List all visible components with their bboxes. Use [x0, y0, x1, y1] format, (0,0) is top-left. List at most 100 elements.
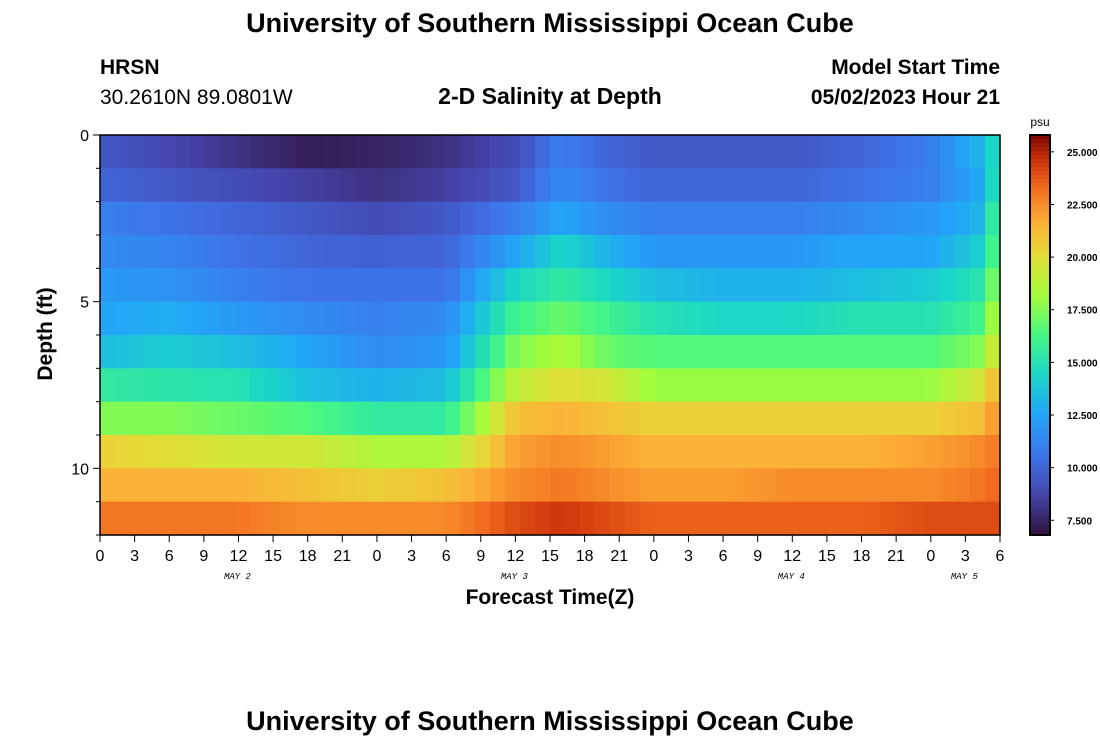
heatmap-cell	[205, 368, 221, 403]
heatmap-cell	[700, 401, 716, 436]
heatmap-cell	[940, 168, 956, 203]
colorbar-swatch	[1030, 407, 1050, 412]
heatmap-cell	[295, 368, 311, 403]
heatmap-cell	[925, 268, 941, 303]
heatmap-cell	[865, 268, 881, 303]
heatmap-cell	[205, 168, 221, 203]
heatmap-cell	[340, 368, 356, 403]
colorbar-swatch	[1030, 203, 1050, 208]
heatmap-cell	[190, 301, 206, 336]
heatmap-cell	[835, 301, 851, 336]
heatmap-cell	[175, 301, 191, 336]
heatmap-cell	[280, 201, 296, 236]
heatmap-cell	[220, 135, 236, 169]
heatmap-cell	[955, 368, 971, 403]
heatmap-cell	[460, 235, 476, 269]
heatmap-cell	[520, 301, 536, 336]
colorbar-swatch	[1030, 395, 1050, 400]
heatmap-cell	[370, 368, 386, 403]
heatmap-cell	[445, 435, 461, 469]
heatmap-cell	[640, 301, 656, 336]
heatmap-cell	[280, 368, 296, 403]
heatmap-cell	[400, 201, 416, 236]
heatmap-cell	[145, 301, 161, 336]
heatmap-cell	[925, 168, 941, 203]
heatmap-cell	[325, 435, 341, 469]
colorbar-swatch	[1030, 135, 1050, 140]
heatmap-cell	[535, 168, 551, 203]
heatmap-cell	[250, 235, 266, 269]
heatmap-cell	[730, 468, 746, 503]
heatmap-cell	[640, 168, 656, 203]
heatmap-cell	[820, 468, 836, 503]
heatmap-cell	[700, 235, 716, 269]
heatmap-cell	[295, 135, 311, 169]
colorbar-tick-label: 22.500	[1067, 200, 1098, 211]
colorbar-swatch	[1030, 167, 1050, 172]
heatmap-cell	[745, 201, 761, 236]
heatmap-cell	[190, 268, 206, 303]
heatmap-cell	[940, 401, 956, 436]
colorbar-swatch	[1030, 423, 1050, 428]
heatmap-cell	[685, 435, 701, 469]
heatmap-cell	[385, 168, 401, 203]
colorbar-swatch	[1030, 383, 1050, 388]
heatmap-cell	[910, 135, 926, 169]
x-tick-label: 6	[719, 548, 728, 565]
heatmap-cell	[850, 435, 866, 469]
heatmap-cell	[970, 335, 986, 369]
heatmap-cell	[130, 335, 146, 369]
heatmap-cell	[205, 135, 221, 169]
heatmap-cell	[820, 301, 836, 336]
x-tick-label: 6	[165, 548, 174, 565]
heatmap-cell	[820, 235, 836, 269]
footer-title: University of Southern Mississippi Ocean…	[246, 706, 854, 736]
colorbar-swatch	[1030, 155, 1050, 160]
x-tick-label: 0	[649, 548, 658, 565]
heatmap-cell	[970, 235, 986, 269]
heatmap-cell	[295, 235, 311, 269]
heatmap-cell	[160, 468, 176, 503]
heatmap-cell	[205, 401, 221, 436]
heatmap-cell	[715, 468, 731, 503]
heatmap-cell	[790, 135, 806, 169]
heatmap-cell	[235, 201, 251, 236]
heatmap-cell	[175, 435, 191, 469]
heatmap-cell	[475, 501, 491, 536]
heatmap-cell	[370, 135, 386, 169]
heatmap-cell	[340, 168, 356, 203]
heatmap-cell	[310, 401, 326, 436]
heatmap-cell	[385, 335, 401, 369]
heatmap-cell	[775, 501, 791, 536]
heatmap-cell	[445, 135, 461, 169]
heatmap-cell	[775, 168, 791, 203]
heatmap-cell	[745, 435, 761, 469]
heatmap-cell	[370, 301, 386, 336]
heatmap-cell	[175, 368, 191, 403]
heatmap-cell	[970, 435, 986, 469]
heatmap-cell	[865, 368, 881, 403]
heatmap-cell	[490, 401, 506, 436]
heatmap-cell	[550, 435, 566, 469]
colorbar-swatch	[1030, 231, 1050, 236]
heatmap-cell	[370, 501, 386, 536]
heatmap-cell	[280, 435, 296, 469]
heatmap-cell	[745, 368, 761, 403]
colorbar-swatch	[1030, 483, 1050, 488]
colorbar-tick-label: 17.500	[1067, 306, 1098, 317]
heatmap-cell	[745, 235, 761, 269]
heatmap-cell	[670, 301, 686, 336]
heatmap-cell	[160, 135, 176, 169]
heatmap-cell	[340, 435, 356, 469]
heatmap-cell	[145, 435, 161, 469]
heatmap-cell	[730, 435, 746, 469]
heatmap-cell	[205, 301, 221, 336]
heatmap-cell	[385, 435, 401, 469]
heatmap-cell	[925, 401, 941, 436]
day-label: MAY 5	[951, 572, 979, 582]
colorbar-swatch	[1030, 275, 1050, 280]
heatmap-cell	[505, 135, 521, 169]
colorbar-swatch	[1030, 235, 1050, 240]
colorbar-swatch	[1030, 327, 1050, 332]
heatmap-cell	[775, 368, 791, 403]
